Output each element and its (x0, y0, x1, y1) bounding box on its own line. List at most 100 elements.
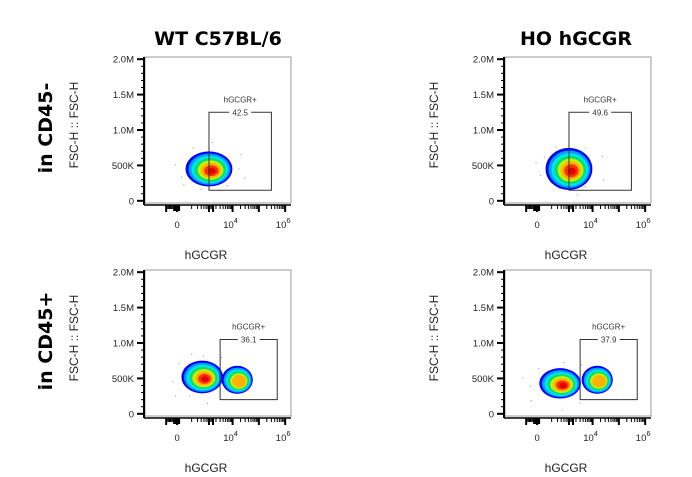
outlier-dot (235, 375, 237, 377)
outlier-dot (183, 184, 185, 186)
gate-percent: 36.1 (241, 335, 257, 344)
outlier-dot (191, 353, 193, 355)
y-tick-label: 500K (112, 374, 135, 385)
x-tick-exponent: 4 (594, 429, 598, 438)
density-level (559, 382, 567, 389)
y-tick-label: 2.0M (473, 55, 494, 66)
gate-label-bg (597, 335, 620, 344)
gate-rectangle (208, 111, 272, 191)
density-level (567, 167, 576, 175)
gate-name: hGCGR+ (232, 322, 265, 331)
outlier-dot (535, 162, 537, 164)
outlier-dot (581, 364, 583, 366)
column-title-wt: WT C57BL/6 (154, 28, 282, 50)
outlier-dot (189, 395, 191, 397)
outlier-dot (522, 377, 524, 379)
plot-frame (144, 269, 292, 417)
outlier-dot (240, 154, 242, 156)
x-tick-label: 0 (174, 220, 179, 231)
outlier-dot (539, 174, 541, 176)
outlier-dot (178, 362, 180, 365)
y-tick-label: 0 (129, 196, 134, 207)
gate-name: hGCGR+ (224, 95, 257, 104)
y-tick-label: 1.0M (113, 339, 134, 350)
x-tick-label: 0 (534, 220, 539, 231)
x-axis-label: hGCGR (545, 248, 588, 262)
x-tick-exponent: 6 (646, 429, 650, 438)
y-tick-label: 2.0M (113, 268, 134, 279)
x-tick-label: 104 (223, 216, 238, 231)
y-tick-label: 2.0M (113, 55, 134, 66)
y-tick-label: 0 (489, 196, 494, 207)
x-zero-block (173, 205, 181, 211)
row-title-cd45-neg: in CD45- (35, 83, 57, 174)
x-zero-block (533, 205, 541, 211)
y-tick-label: 0 (129, 409, 134, 420)
gate-rectangle (219, 338, 278, 401)
outlier-dot (529, 385, 532, 387)
outlier-dot (530, 400, 532, 402)
x-tick-exponent: 4 (234, 216, 238, 225)
outlier-dot (563, 361, 565, 364)
y-tick-label: 1.5M (473, 303, 494, 314)
x-axis-label: hGCGR (185, 461, 228, 475)
y-axis-label: FSC-H :: FSC-H (427, 82, 441, 169)
outlier-dot (244, 177, 246, 179)
y-tick-label: 500K (472, 374, 495, 385)
gate-rectangle (568, 111, 632, 191)
outlier-dot (172, 381, 174, 383)
gate-name: hGCGR+ (592, 322, 625, 331)
y-tick-label: 500K (472, 161, 495, 172)
x-tick-label: 104 (223, 429, 238, 444)
outlier-dot (202, 355, 204, 357)
outlier-dot (579, 402, 581, 404)
outlier-dot (174, 395, 177, 397)
x-tick-label: 106 (636, 216, 651, 231)
x-tick-label: 0 (534, 433, 539, 444)
density-level (232, 375, 246, 388)
x-axis-label: hGCGR (185, 248, 228, 262)
x-tick-label: 104 (583, 429, 598, 444)
row-title-cd45-pos: in CD45+ (35, 292, 57, 391)
gate-label-bg (237, 335, 260, 344)
x-zero-block (173, 418, 181, 424)
y-tick-label: 1.5M (113, 90, 134, 101)
outlier-dot (558, 188, 560, 190)
x-tick-exponent: 4 (234, 429, 238, 438)
gate-percent: 42.5 (232, 108, 248, 117)
y-tick-label: 1.5M (113, 303, 134, 314)
outlier-dot (585, 372, 587, 374)
y-tick-label: 1.5M (473, 90, 494, 101)
density-level (592, 375, 606, 388)
outlier-dot (593, 383, 595, 385)
gate-percent: 49.6 (592, 108, 608, 117)
outlier-dot (238, 168, 240, 170)
density-level (201, 376, 209, 382)
outlier-dot (234, 389, 236, 391)
gate-rectangle (579, 338, 638, 401)
gate-label-bg (229, 108, 252, 117)
density-cloud (172, 353, 253, 404)
x-tick-label: 106 (276, 216, 291, 231)
x-tick-label: 104 (583, 216, 598, 231)
outlier-dot (180, 176, 182, 178)
outlier-dot (585, 147, 587, 149)
outlier-dot (206, 402, 209, 404)
y-axis-label: FSC-H :: FSC-H (67, 295, 81, 382)
x-zero-block (533, 418, 541, 424)
outlier-dot (602, 179, 605, 181)
outlier-dot (561, 409, 563, 411)
x-axis-label: hGCGR (545, 461, 588, 475)
x-tick-exponent: 6 (286, 216, 290, 225)
density-level (207, 168, 216, 175)
outlier-dot (226, 185, 228, 187)
outlier-dot (174, 164, 177, 166)
y-tick-label: 0 (489, 409, 494, 420)
x-tick-exponent: 6 (646, 216, 650, 225)
x-tick-exponent: 4 (594, 216, 598, 225)
x-tick-exponent: 6 (286, 429, 290, 438)
y-tick-label: 500K (112, 161, 135, 172)
